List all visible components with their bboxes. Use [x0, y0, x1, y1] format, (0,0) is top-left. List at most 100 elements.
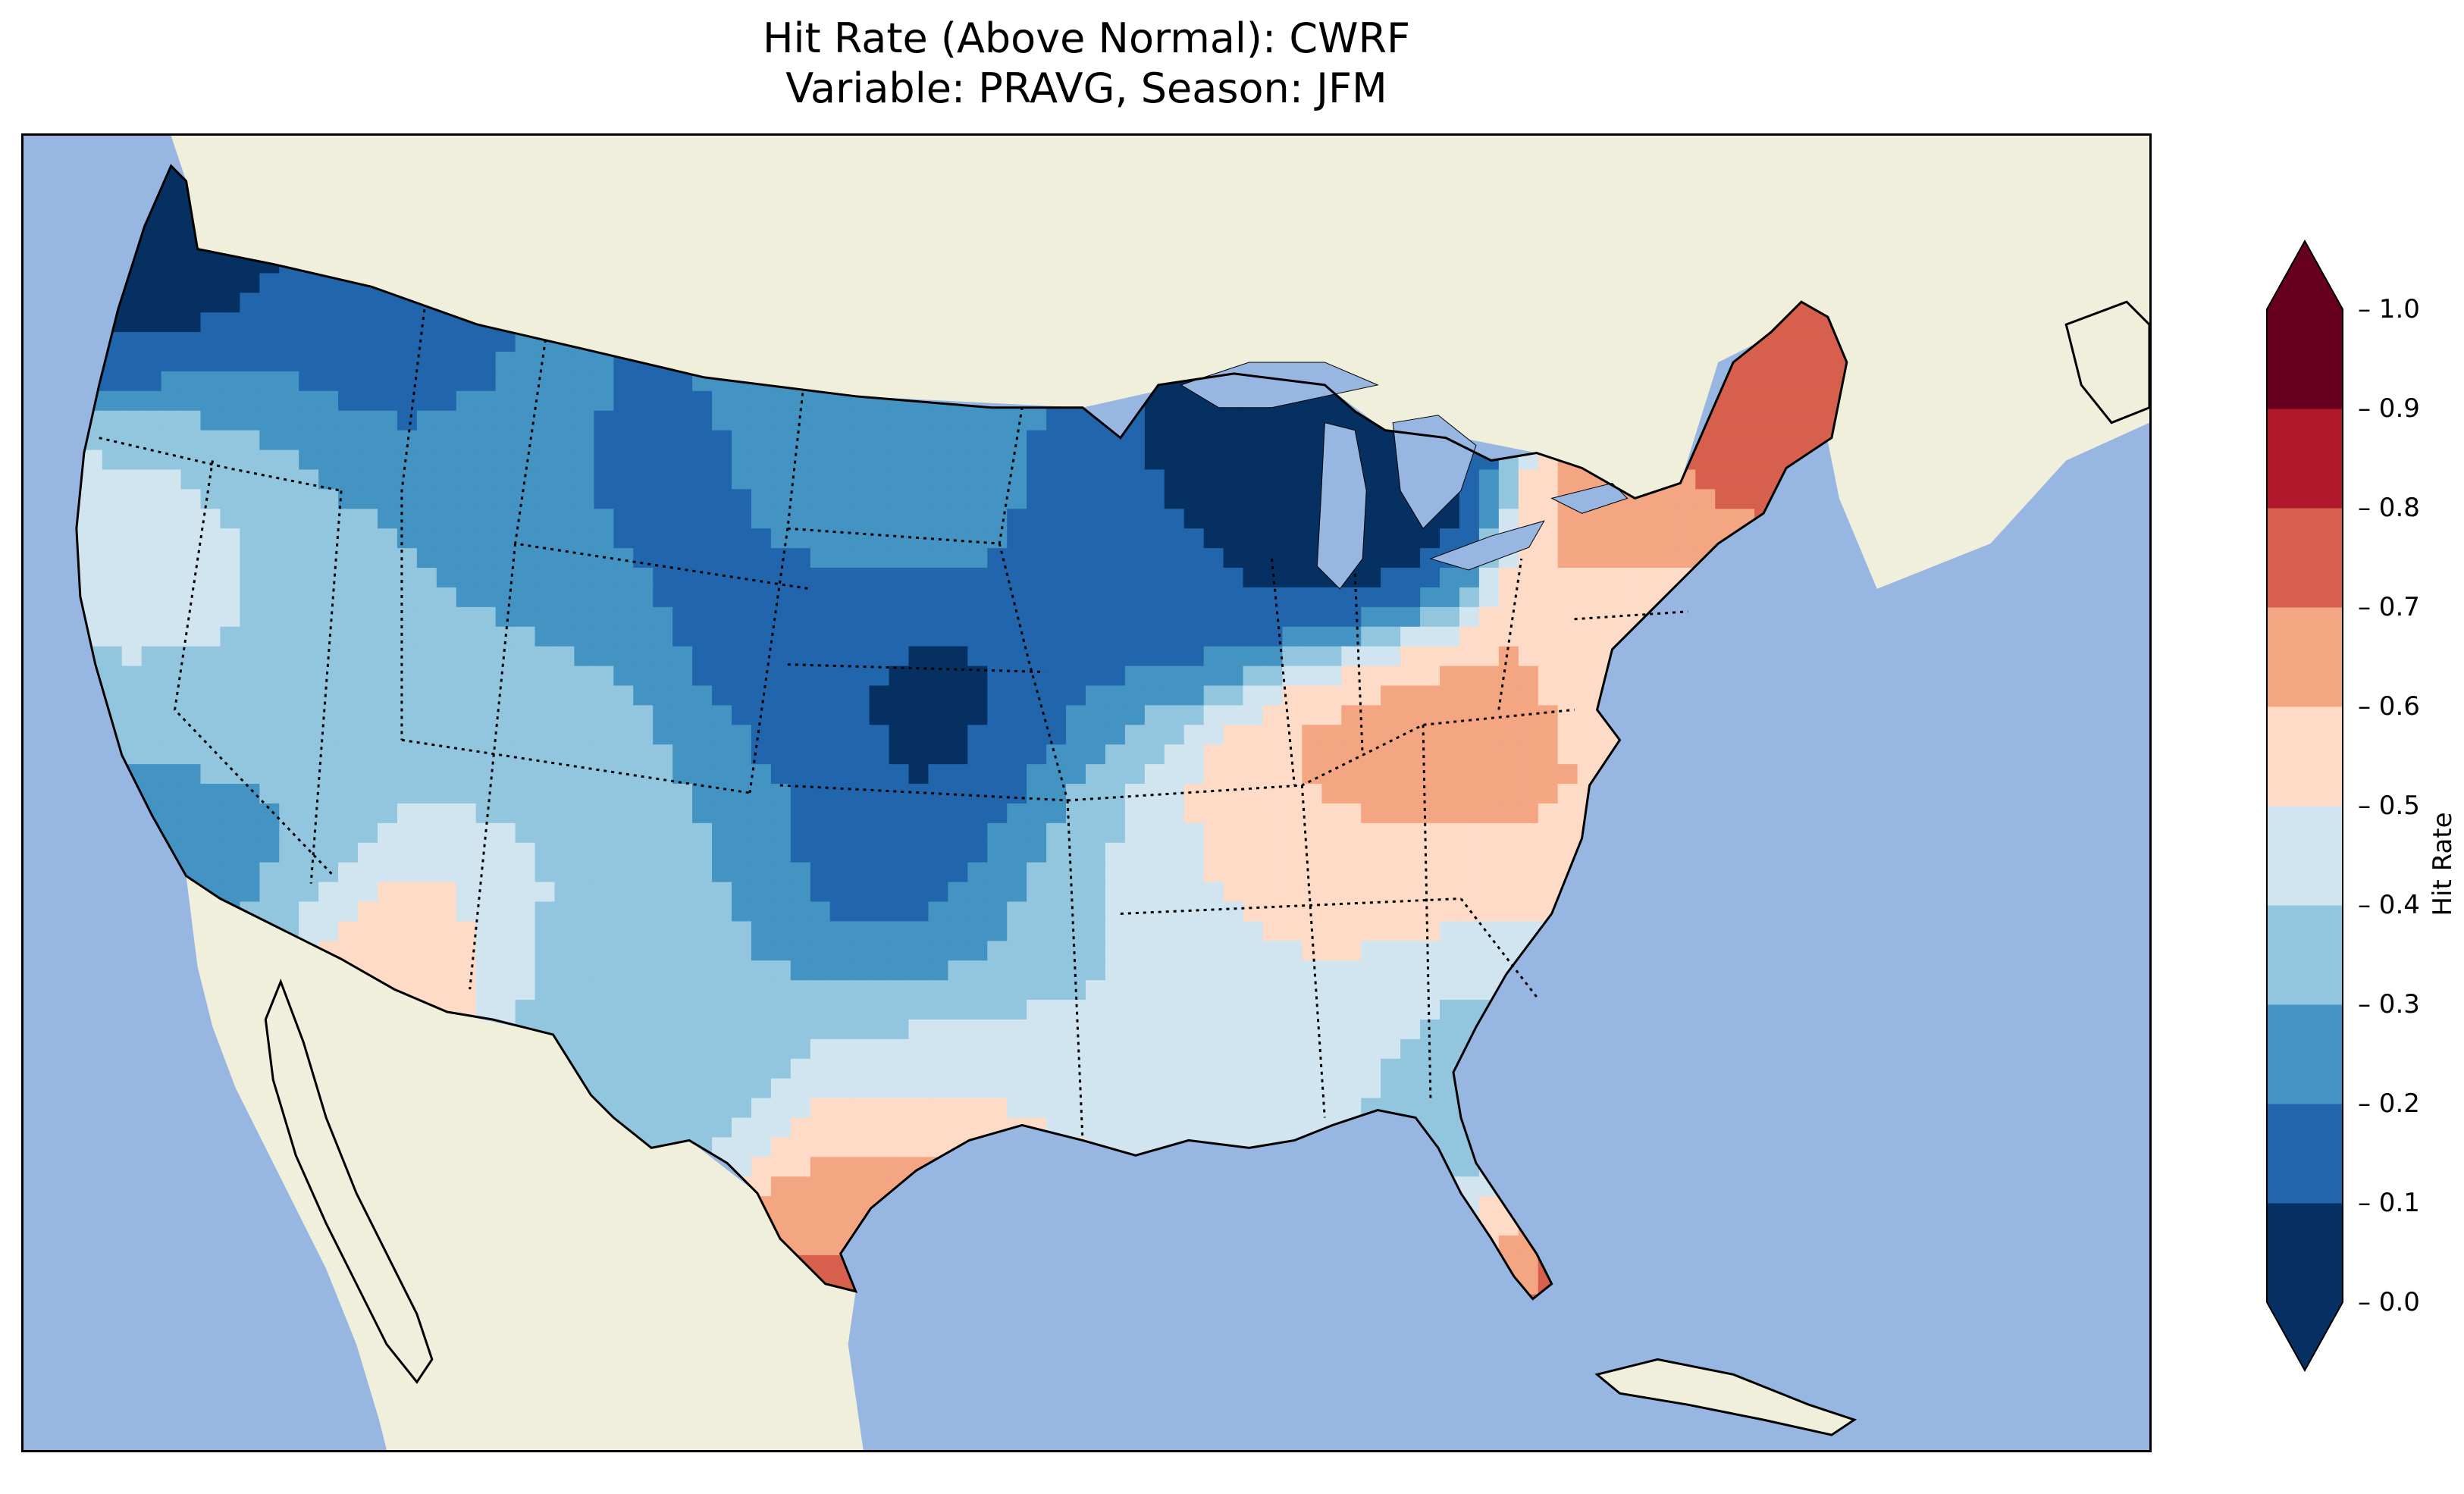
- grid-cell: [1223, 901, 1244, 922]
- grid-cell: [790, 842, 811, 863]
- grid-cell: [200, 606, 221, 628]
- grid-cell: [102, 509, 123, 529]
- grid-cell: [810, 882, 831, 903]
- grid-cell: [653, 764, 673, 785]
- grid-cell: [1538, 764, 1559, 785]
- grid-cell: [200, 705, 221, 725]
- grid-cell: [102, 165, 123, 176]
- grid-cell: [1105, 705, 1126, 725]
- grid-cell: [2010, 764, 2030, 785]
- grid-cell: [200, 253, 221, 274]
- grid-cell: [1676, 1000, 1696, 1020]
- grid-cell: [2049, 685, 2070, 706]
- grid-cell: [102, 489, 123, 509]
- grid-cell: [849, 705, 870, 725]
- grid-cell: [2148, 843, 2149, 863]
- grid-cell: [1616, 626, 1638, 647]
- grid-cell: [1518, 666, 1539, 687]
- grid-cell: [594, 390, 614, 412]
- grid-cell: [967, 1019, 988, 1040]
- grid-cell: [2128, 980, 2149, 1001]
- grid-cell: [2089, 921, 2109, 941]
- grid-cell: [161, 174, 182, 196]
- grid-cell: [1518, 685, 1539, 706]
- grid-cell: [1164, 1019, 1185, 1040]
- grid-cell: [475, 842, 497, 863]
- grid-cell: [554, 901, 575, 922]
- grid-cell: [240, 803, 260, 824]
- grid-cell: [24, 568, 44, 588]
- grid-cell: [967, 803, 988, 824]
- grid-cell: [1794, 960, 1814, 981]
- grid-cell: [76, 214, 83, 235]
- grid-cell: [889, 410, 910, 431]
- grid-cell: [869, 469, 890, 490]
- grid-cell: [1754, 666, 1775, 687]
- grid-cell: [43, 312, 64, 333]
- grid-cell: [653, 568, 673, 588]
- grid-cell: [2069, 607, 2089, 628]
- grid-cell: [692, 1000, 713, 1020]
- grid-cell: [318, 430, 339, 451]
- grid-cell: [141, 1000, 162, 1020]
- grid-cell: [1754, 921, 1775, 941]
- grid-cell: [1203, 960, 1224, 981]
- grid-cell: [672, 489, 693, 509]
- grid-cell: [1243, 901, 1264, 922]
- grid-cell: [1066, 862, 1086, 883]
- grid-cell: [534, 862, 556, 883]
- grid-cell: [1715, 646, 1735, 667]
- grid-cell: [2108, 666, 2129, 687]
- grid-cell: [2030, 666, 2050, 687]
- grid-cell: [82, 705, 103, 725]
- grid-cell: [397, 410, 418, 431]
- grid-cell: [1381, 469, 1401, 490]
- grid-cell: [220, 784, 240, 804]
- grid-cell: [259, 882, 280, 903]
- grid-cell: [1321, 784, 1342, 804]
- grid-cell: [299, 509, 319, 529]
- grid-cell: [1302, 803, 1322, 824]
- grid-cell: [1007, 941, 1027, 961]
- grid-cell: [1577, 587, 1598, 608]
- grid-cell: [76, 293, 83, 313]
- grid-cell: [790, 626, 811, 647]
- grid-cell: [279, 803, 299, 824]
- grid-cell: [200, 371, 221, 392]
- grid-cell: [1735, 960, 1755, 981]
- grid-cell: [1794, 390, 1814, 412]
- grid-cell: [908, 862, 929, 883]
- grid-cell: [240, 371, 260, 392]
- grid-cell: [770, 980, 792, 1001]
- grid-cell: [1262, 410, 1284, 431]
- grid-cell: [515, 626, 536, 647]
- grid-cell: [908, 901, 929, 922]
- grid-cell: [1243, 705, 1264, 725]
- grid-cell: [2010, 685, 2030, 706]
- grid-cell: [967, 862, 988, 883]
- grid-cell: [672, 842, 693, 863]
- grid-cell: [161, 784, 182, 804]
- grid-cell: [180, 430, 202, 451]
- grid-cell: [279, 293, 299, 313]
- grid-cell: [732, 646, 752, 667]
- grid-cell: [1538, 725, 1559, 745]
- grid-cell: [24, 253, 44, 274]
- grid-cell: [653, 705, 673, 725]
- grid-cell: [1557, 548, 1578, 568]
- grid-cell: [76, 921, 83, 941]
- grid-cell: [1105, 606, 1126, 628]
- grid-cell: [1892, 647, 1913, 667]
- grid-cell: [82, 1019, 103, 1040]
- grid-cell: [1321, 587, 1342, 608]
- grid-cell: [889, 685, 910, 706]
- grid-cell: [633, 705, 654, 725]
- grid-cell: [397, 469, 418, 490]
- grid-cell: [220, 803, 240, 824]
- grid-cell: [121, 666, 143, 687]
- grid-cell: [534, 410, 556, 431]
- grid-cell: [1400, 882, 1421, 903]
- grid-cell: [1203, 606, 1224, 628]
- grid-cell: [2030, 725, 2050, 745]
- grid-cell: [712, 390, 732, 412]
